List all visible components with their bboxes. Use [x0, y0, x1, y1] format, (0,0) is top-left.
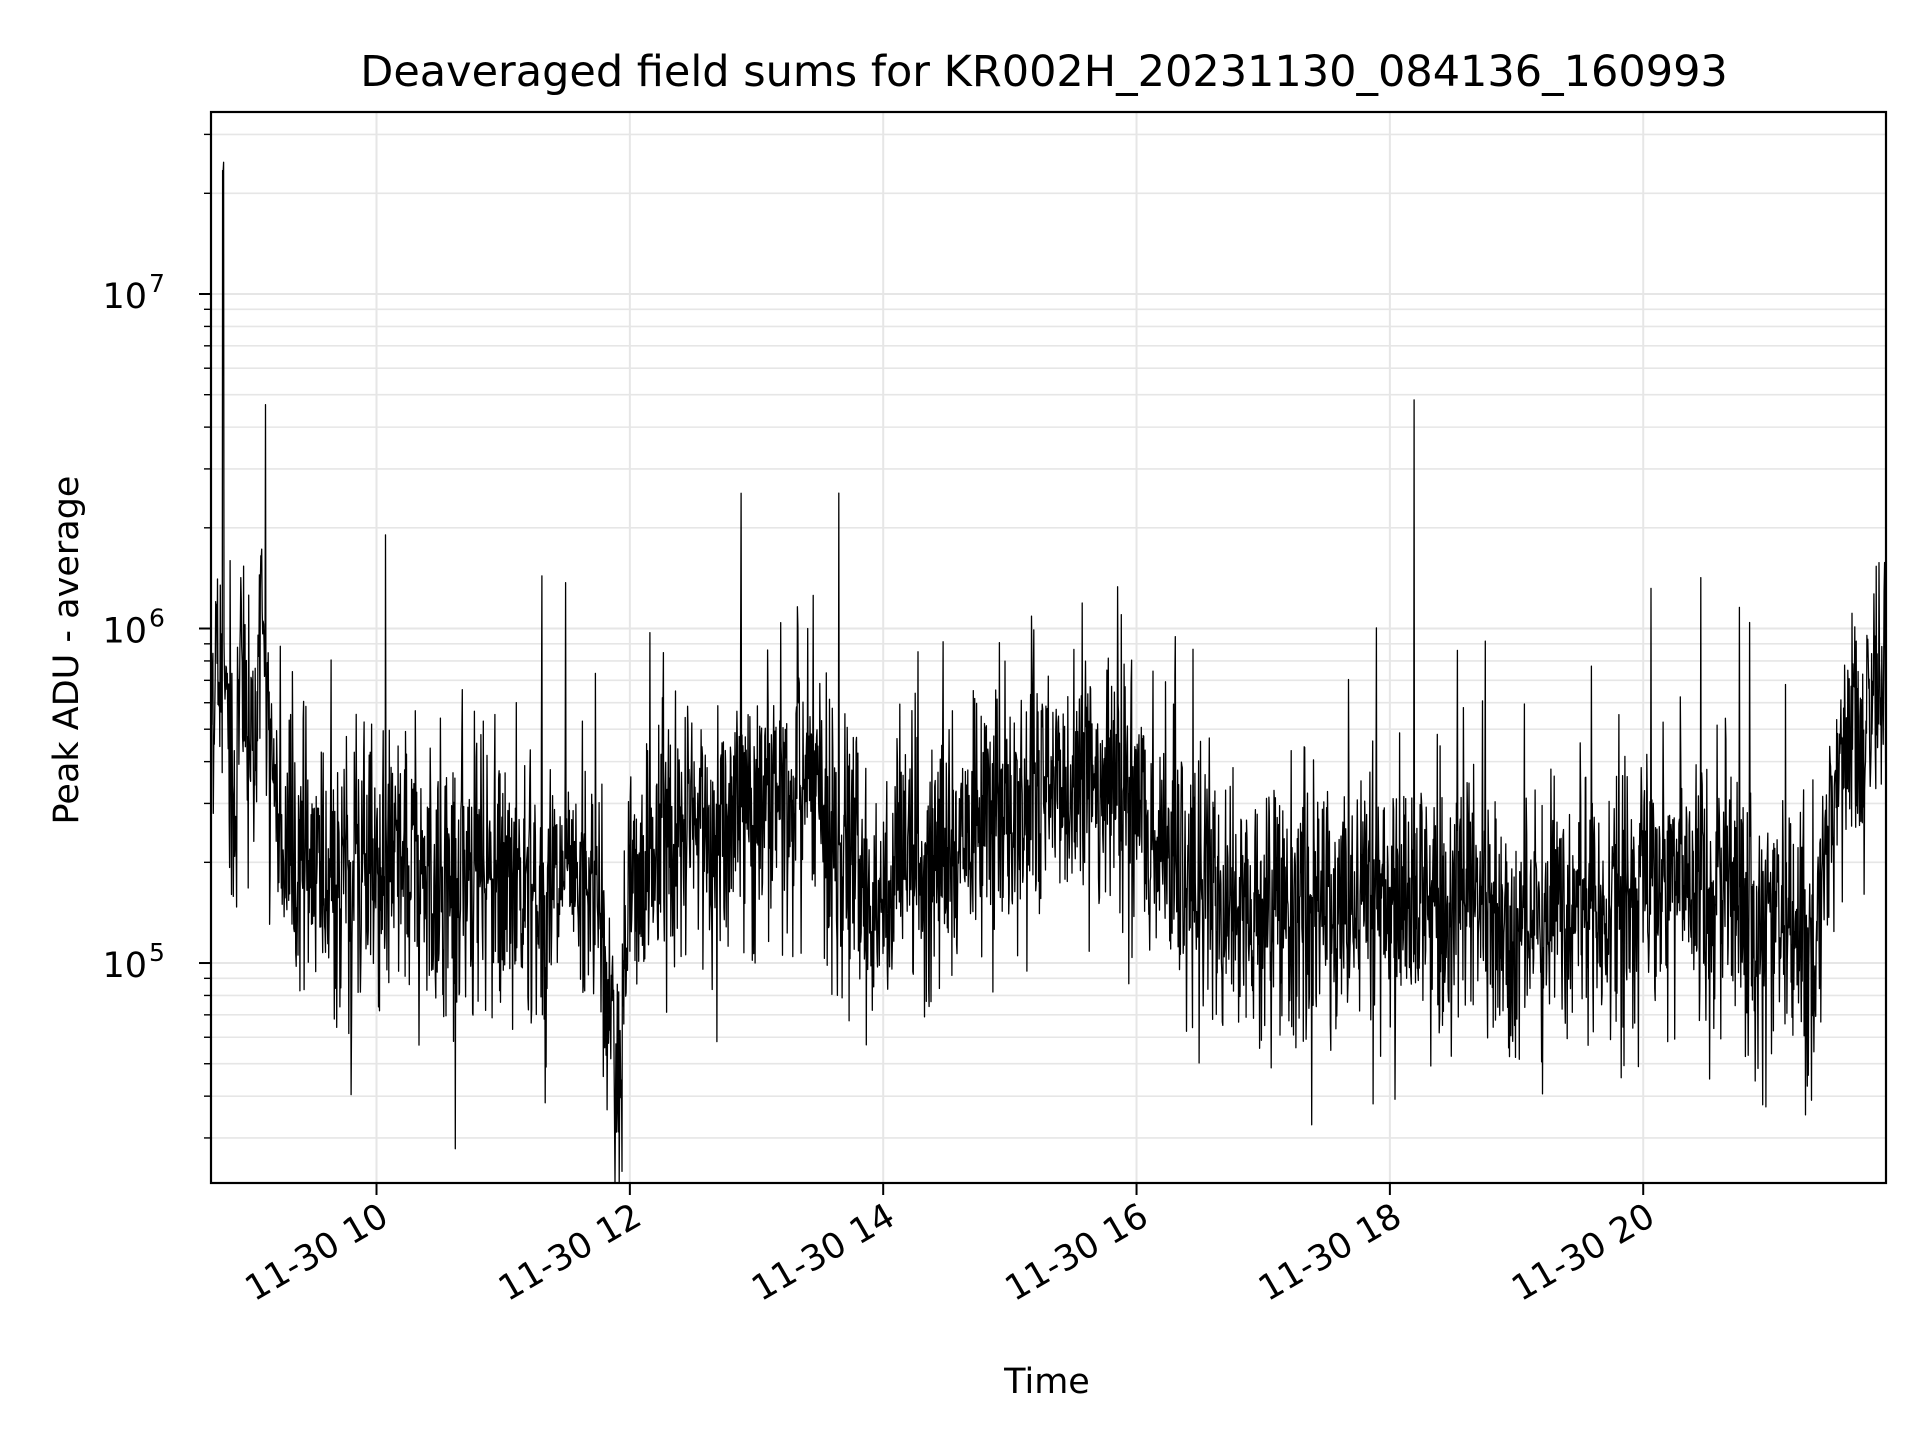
x-tick-label: 11-30 18	[1252, 1196, 1408, 1309]
x-tick-label: 11-30 16	[999, 1196, 1155, 1309]
y-tick-exponent: 7	[149, 269, 165, 298]
y-tick-label: 10	[102, 946, 147, 986]
x-axis-label: Time	[1003, 1362, 1090, 1402]
y-tick-exponent: 5	[149, 938, 165, 967]
x-tick-label: 11-30 20	[1505, 1196, 1661, 1309]
x-tick-label: 11-30 12	[492, 1196, 648, 1309]
chart-title: Deaveraged field sums for KR002H_2023113…	[360, 47, 1728, 97]
x-tick-label: 11-30 14	[745, 1196, 901, 1309]
y-axis-label: Peak ADU - average	[47, 476, 87, 825]
series-layer	[210, 161, 1887, 1184]
x-tick-label: 11-30 10	[239, 1196, 395, 1309]
series-line	[210, 161, 1887, 1184]
y-tick-exponent: 6	[149, 604, 165, 633]
plot-frame	[209, 110, 1888, 1185]
y-tick-label: 10	[102, 277, 147, 317]
y-tick-label: 10	[102, 612, 147, 652]
